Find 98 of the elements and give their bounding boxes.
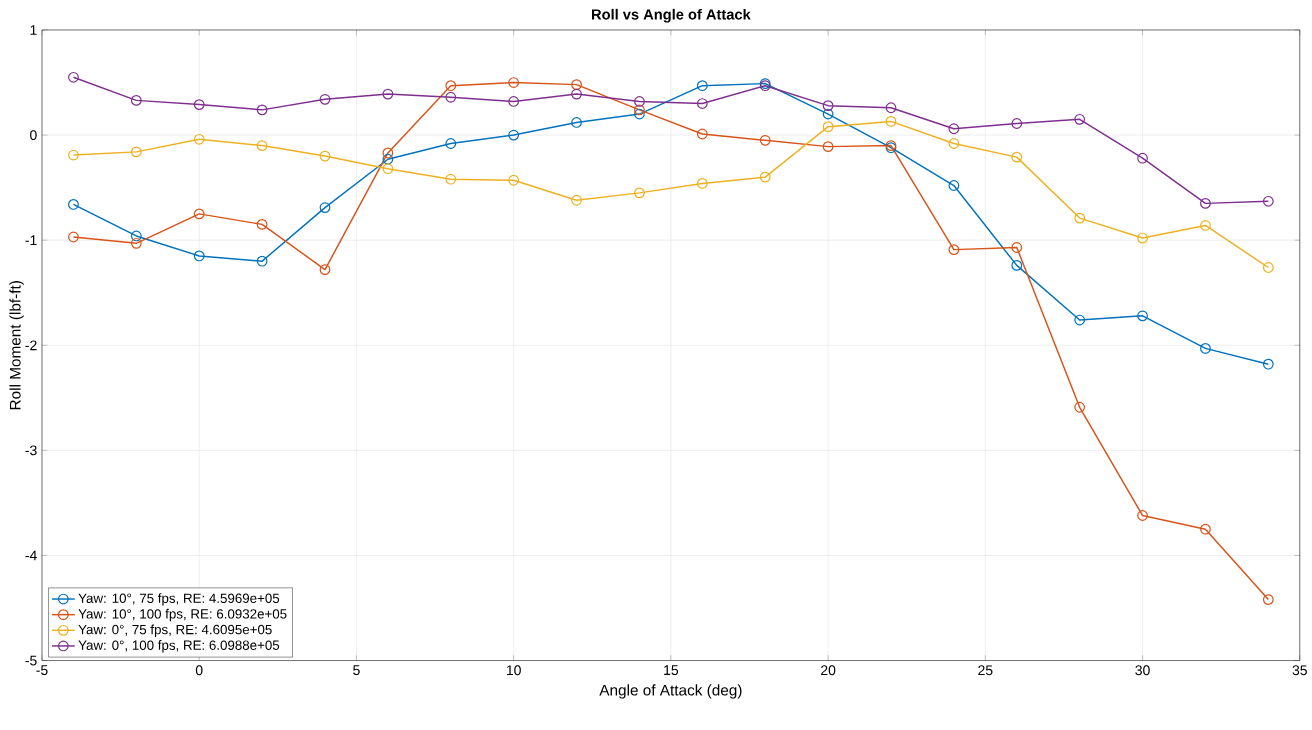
y-tick-label: 1 <box>30 25 37 35</box>
legend-label: Yaw: 10°, 100 fps, RE: 6.0932e+05 <box>78 608 287 622</box>
point <box>696 128 708 140</box>
x-tick-label: 10 <box>506 665 521 676</box>
point <box>1074 212 1086 224</box>
point <box>948 138 960 149</box>
point <box>319 150 331 162</box>
point <box>1262 358 1274 370</box>
point <box>508 96 520 107</box>
x-axis-title: Angle of Attack (deg) <box>599 684 742 699</box>
x-tick-label: 5 <box>353 665 360 676</box>
point <box>508 174 520 186</box>
point <box>193 208 205 220</box>
point <box>1200 523 1211 535</box>
point <box>759 171 771 183</box>
point <box>193 99 205 111</box>
legend-label: Yaw: 0°, 100 fps, RE: 6.0988e+05 <box>78 640 280 653</box>
point <box>1074 113 1086 125</box>
point <box>1137 232 1148 244</box>
y-tick-label: -4 <box>25 550 37 561</box>
point <box>1074 401 1086 413</box>
point <box>948 123 960 135</box>
point <box>948 244 960 256</box>
x-tick-label: 25 <box>978 665 993 676</box>
point <box>68 71 79 83</box>
point <box>193 250 205 262</box>
point <box>68 199 79 210</box>
point <box>382 163 394 175</box>
point <box>759 134 771 146</box>
point <box>445 138 457 149</box>
point <box>1011 242 1023 253</box>
y-tick-label: -3 <box>25 445 37 456</box>
point <box>885 116 897 127</box>
point <box>1074 314 1086 326</box>
point <box>571 194 582 206</box>
point <box>1011 118 1023 129</box>
point <box>1200 198 1211 209</box>
point <box>130 95 142 106</box>
point <box>1262 195 1274 207</box>
point <box>1137 152 1148 164</box>
point <box>696 178 708 189</box>
y-axis-title: Roll Moment (lbf-ft) <box>9 281 24 410</box>
point <box>1011 260 1023 271</box>
point <box>1262 262 1274 273</box>
point <box>130 230 142 242</box>
point <box>130 146 142 158</box>
point <box>1262 594 1274 606</box>
point <box>571 117 582 128</box>
point <box>571 88 582 100</box>
point <box>445 80 457 92</box>
point <box>382 88 394 100</box>
point <box>445 91 457 103</box>
point <box>256 140 268 152</box>
point <box>319 202 331 214</box>
point <box>193 133 205 145</box>
point <box>822 100 834 112</box>
point <box>1137 510 1148 521</box>
y-tick-label: -2 <box>25 340 37 351</box>
point <box>445 173 457 185</box>
point <box>68 231 79 243</box>
point <box>696 80 708 92</box>
point <box>256 255 268 267</box>
point <box>1137 310 1148 322</box>
y-tick-label: -1 <box>25 235 37 246</box>
chart-title: Roll vs Angle of Attack <box>592 8 751 23</box>
point <box>319 264 331 276</box>
x-tick-label: 0 <box>195 665 203 676</box>
legend-label: Yaw: 0°, 75 fps, RE: 4.6095e+05 <box>78 624 272 637</box>
x-tick-label: 30 <box>1135 665 1150 676</box>
point <box>68 149 79 161</box>
point <box>634 187 645 199</box>
legend-label: Yaw: 10°, 75 fps, RE: 4.5969e+05 <box>78 593 280 606</box>
point <box>382 153 394 165</box>
point <box>382 147 394 159</box>
y-tick-label: 0 <box>30 130 37 141</box>
point <box>571 79 582 91</box>
point <box>256 104 268 116</box>
point <box>634 96 645 107</box>
point <box>1200 343 1211 354</box>
point <box>1200 220 1211 231</box>
point <box>634 108 645 120</box>
point <box>696 98 708 110</box>
point <box>130 237 142 249</box>
point <box>508 129 520 141</box>
point <box>319 94 331 105</box>
point <box>885 102 897 114</box>
point <box>822 108 834 120</box>
point <box>822 141 834 153</box>
x-tick-label: 15 <box>664 665 679 676</box>
point <box>634 104 645 116</box>
y-tick-label: -5 <box>25 655 37 666</box>
point <box>1011 151 1023 163</box>
point <box>256 219 268 230</box>
point <box>822 121 834 133</box>
x-tick-label: 20 <box>821 665 836 676</box>
point <box>508 77 520 88</box>
point <box>948 180 960 191</box>
x-tick-label: 35 <box>1292 665 1307 676</box>
